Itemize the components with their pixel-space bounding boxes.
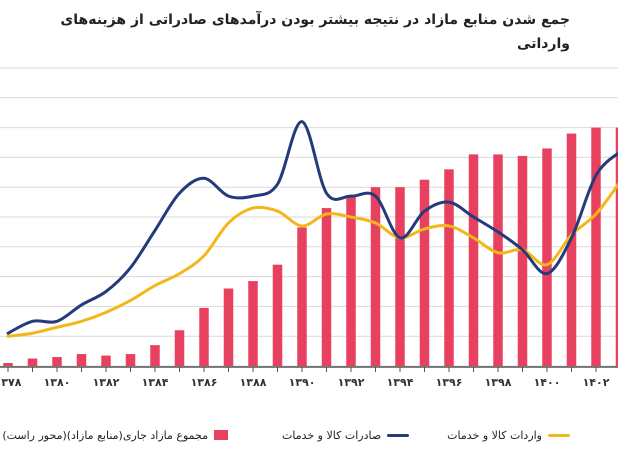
- exports-line: [6, 120, 618, 335]
- x-tick-label: ۱۳۹۲: [338, 376, 365, 389]
- bar-1390: [297, 227, 307, 366]
- legend-label-exports: صادرات کالا و خدمات: [282, 428, 382, 442]
- line-series: [6, 120, 618, 338]
- bar-1381: [76, 354, 87, 366]
- x-tick-label: ۱۳۹۰: [289, 376, 316, 389]
- legend-swatch-imports: [548, 433, 570, 437]
- x-tick-label: ۱۳۹۴: [387, 376, 414, 389]
- bar-series: [3, 127, 618, 366]
- x-tick-label: ۱۳۸۶: [191, 376, 218, 389]
- bar-1378: [3, 363, 13, 366]
- bar-1395: [419, 179, 430, 366]
- bar-1388: [248, 281, 258, 366]
- bar-1383: [125, 354, 136, 366]
- bar-1389: [272, 264, 283, 366]
- x-axis: ۱۳۷۸ ۱۳۸۰ ۱۳۸۲ ۱۳۸۴ ۱۳۸۶ ۱۳۸۸ ۱۳۹۰ ۱۳۹۲ ۱۳۹۴ ۱۳۹۶…: [0, 366, 618, 389]
- bar-1379: [27, 358, 38, 366]
- bar-1393: [370, 187, 381, 366]
- bar-1400: [542, 148, 552, 366]
- legend-swatch-surplus: [214, 430, 229, 440]
- bar-1382: [101, 355, 111, 366]
- bar-1398: [493, 154, 503, 366]
- bar-1391: [321, 208, 332, 366]
- bar-1387: [223, 288, 234, 366]
- bar-1385: [174, 330, 185, 366]
- bar-1386: [199, 307, 209, 366]
- legend-item-exports: صادرات کالا و خدمات: [282, 428, 410, 442]
- x-tick-label: ۱۳۸۲: [93, 376, 120, 389]
- x-tick-label: ۱۴۰۰: [534, 376, 561, 389]
- legend-label-surplus: مجموع مازاد جاری(منابع مازاد)(محور راست): [2, 428, 209, 442]
- bar-1403: [615, 127, 618, 366]
- x-tick-label: ۱۳۸۸: [240, 376, 267, 389]
- x-tick-label: ۱۳۸۰: [44, 376, 71, 389]
- x-tick-label: ۱۳۹۸: [485, 376, 512, 389]
- x-tick-label: ۱۴۰۲: [583, 376, 610, 389]
- x-tick-label: ۱۳۷۸: [0, 376, 22, 389]
- bar-1399: [517, 155, 528, 366]
- x-tick-label: ۱۳۸۴: [142, 376, 169, 389]
- bar-1394: [395, 187, 405, 366]
- chart-title: جمع شدن منابع مازاد در نتیجه بیشتر بودن …: [60, 12, 570, 52]
- bar-1402: [591, 127, 601, 366]
- bar-1384: [150, 345, 160, 366]
- bar-1380: [52, 357, 62, 366]
- legend-label-imports: واردات کالا و خدمات: [447, 428, 542, 442]
- legend-item-imports: واردات کالا و خدمات: [447, 429, 570, 442]
- x-tick-label: ۱۳۹۶: [436, 376, 463, 389]
- bar-1401: [566, 133, 577, 366]
- bar-1397: [468, 154, 479, 366]
- grid: [0, 67, 618, 367]
- legend: واردات کالا و خدمات صادرات کالا و خدمات …: [0, 424, 618, 446]
- bar-1396: [444, 169, 454, 366]
- chart: ۱۳۷۸ ۱۳۸۰ ۱۳۸۲ ۱۳۸۴ ۱۳۸۶ ۱۳۸۸ ۱۳۹۰ ۱۳۹۲ ۱۳۹۴ ۱۳۹۶…: [0, 67, 618, 389]
- bar-1392: [346, 196, 356, 366]
- legend-swatch-exports: [387, 433, 410, 437]
- legend-item-surplus: مجموع مازاد جاری(منابع مازاد)(محور راست): [2, 428, 229, 442]
